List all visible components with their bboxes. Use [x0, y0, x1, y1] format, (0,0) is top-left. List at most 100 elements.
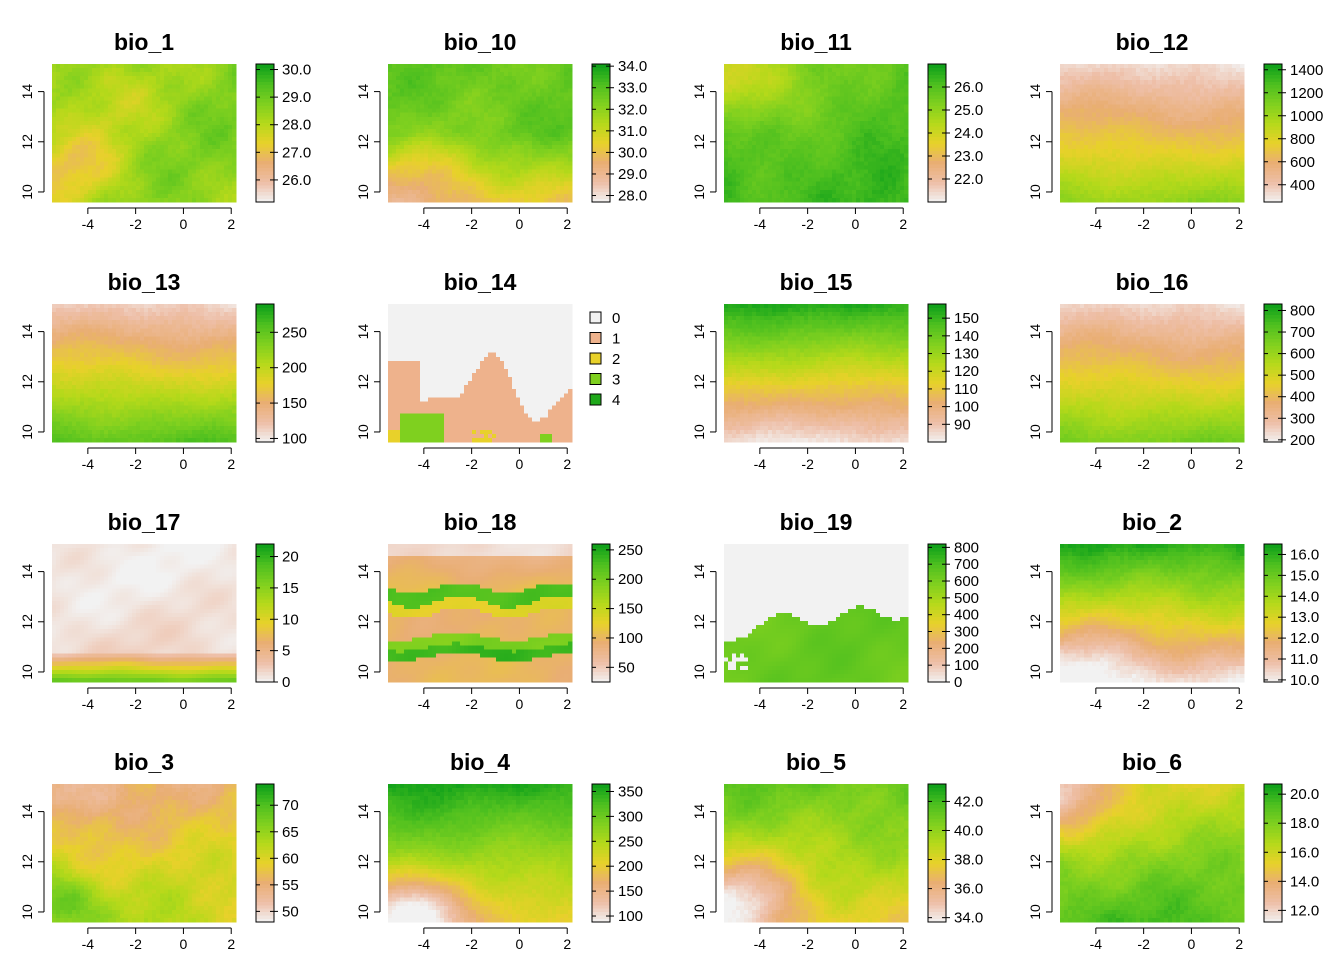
raster-cell: [192, 64, 196, 68]
raster-cell: [212, 141, 216, 145]
raster-cell: [144, 84, 148, 88]
raster-cell: [480, 161, 484, 165]
raster-cell: [108, 72, 112, 76]
raster-cell: [220, 125, 224, 129]
raster-cell: [740, 121, 744, 125]
raster-cell: [228, 105, 232, 109]
raster-cell: [772, 153, 776, 157]
raster-cell: [168, 117, 172, 121]
raster-cell: [744, 157, 748, 161]
raster-cell: [488, 125, 492, 129]
raster-cell: [772, 72, 776, 76]
raster-cell: [488, 186, 492, 190]
raster-cell: [724, 145, 728, 149]
raster-cell: [96, 198, 100, 202]
raster-cell: [804, 76, 808, 80]
raster-cell: [876, 125, 880, 129]
raster-cell: [872, 165, 876, 169]
raster-cell: [400, 174, 404, 178]
raster-cell: [776, 101, 780, 105]
raster-cell: [104, 186, 108, 190]
raster-cell: [52, 101, 56, 105]
raster-cell: [776, 170, 780, 174]
raster-cell: [152, 92, 156, 96]
raster-cell: [472, 153, 476, 157]
raster-cell: [888, 96, 892, 100]
raster-cell: [500, 113, 504, 117]
raster-cell: [740, 182, 744, 186]
raster-cell: [756, 105, 760, 109]
raster-cell: [192, 84, 196, 88]
raster-cell: [752, 194, 756, 198]
raster-cell: [808, 157, 812, 161]
raster-cell: [532, 64, 536, 68]
raster-cell: [108, 96, 112, 100]
raster-cell: [884, 129, 888, 133]
raster-cell: [452, 170, 456, 174]
raster-cell: [484, 194, 488, 198]
raster-cell: [176, 96, 180, 100]
raster-cell: [428, 84, 432, 88]
raster-cell: [1116, 68, 1120, 72]
raster-cell: [136, 101, 140, 105]
raster-cell: [116, 121, 120, 125]
raster-cell: [52, 68, 56, 72]
raster-cell: [732, 76, 736, 80]
raster-cell: [424, 141, 428, 145]
raster-cell: [136, 129, 140, 133]
raster-cell: [388, 145, 392, 149]
raster-cell: [204, 170, 208, 174]
raster-cell: [880, 198, 884, 202]
raster-cell: [176, 105, 180, 109]
raster-cell: [96, 133, 100, 137]
raster-cell: [228, 64, 232, 68]
raster-cell: [216, 105, 220, 109]
raster-cell: [476, 64, 480, 68]
raster-cell: [520, 64, 524, 68]
raster-cell: [196, 129, 200, 133]
raster-cell: [784, 182, 788, 186]
raster-cell: [440, 101, 444, 105]
raster-cell: [476, 68, 480, 72]
raster-cell: [148, 161, 152, 165]
raster-cell: [472, 182, 476, 186]
raster-cell: [400, 129, 404, 133]
raster-cell: [520, 121, 524, 125]
raster-cell: [160, 101, 164, 105]
raster-cell: [568, 165, 572, 169]
raster-cell: [468, 121, 472, 125]
raster-cell: [536, 96, 540, 100]
raster-cell: [476, 125, 480, 129]
raster-cell: [112, 64, 116, 68]
raster-cell: [828, 157, 832, 161]
raster-cell: [436, 194, 440, 198]
raster-cell: [888, 92, 892, 96]
raster-cell: [904, 157, 908, 161]
raster-cell: [152, 194, 156, 198]
raster-cell: [892, 141, 896, 145]
raster-cell: [868, 129, 872, 133]
raster-cell: [564, 125, 568, 129]
raster-cell: [516, 76, 520, 80]
raster-cell: [904, 68, 908, 72]
raster-cell: [776, 68, 780, 72]
raster-cell: [892, 149, 896, 153]
raster-cell: [56, 121, 60, 125]
raster-cell: [520, 194, 524, 198]
raster-cell: [852, 170, 856, 174]
raster-cell: [732, 64, 736, 68]
raster-cell: [408, 117, 412, 121]
raster-cell: [108, 80, 112, 84]
raster-cell: [772, 133, 776, 137]
raster-cell: [564, 186, 568, 190]
legend-gradient-step: [256, 188, 274, 192]
raster-cell: [436, 80, 440, 84]
raster-cell: [60, 157, 64, 161]
raster-cell: [892, 182, 896, 186]
raster-cell: [560, 101, 564, 105]
raster-cell: [836, 64, 840, 68]
raster-cell: [880, 113, 884, 117]
raster-cell: [232, 182, 236, 186]
raster-cell: [736, 145, 740, 149]
raster-cell: [188, 109, 192, 113]
